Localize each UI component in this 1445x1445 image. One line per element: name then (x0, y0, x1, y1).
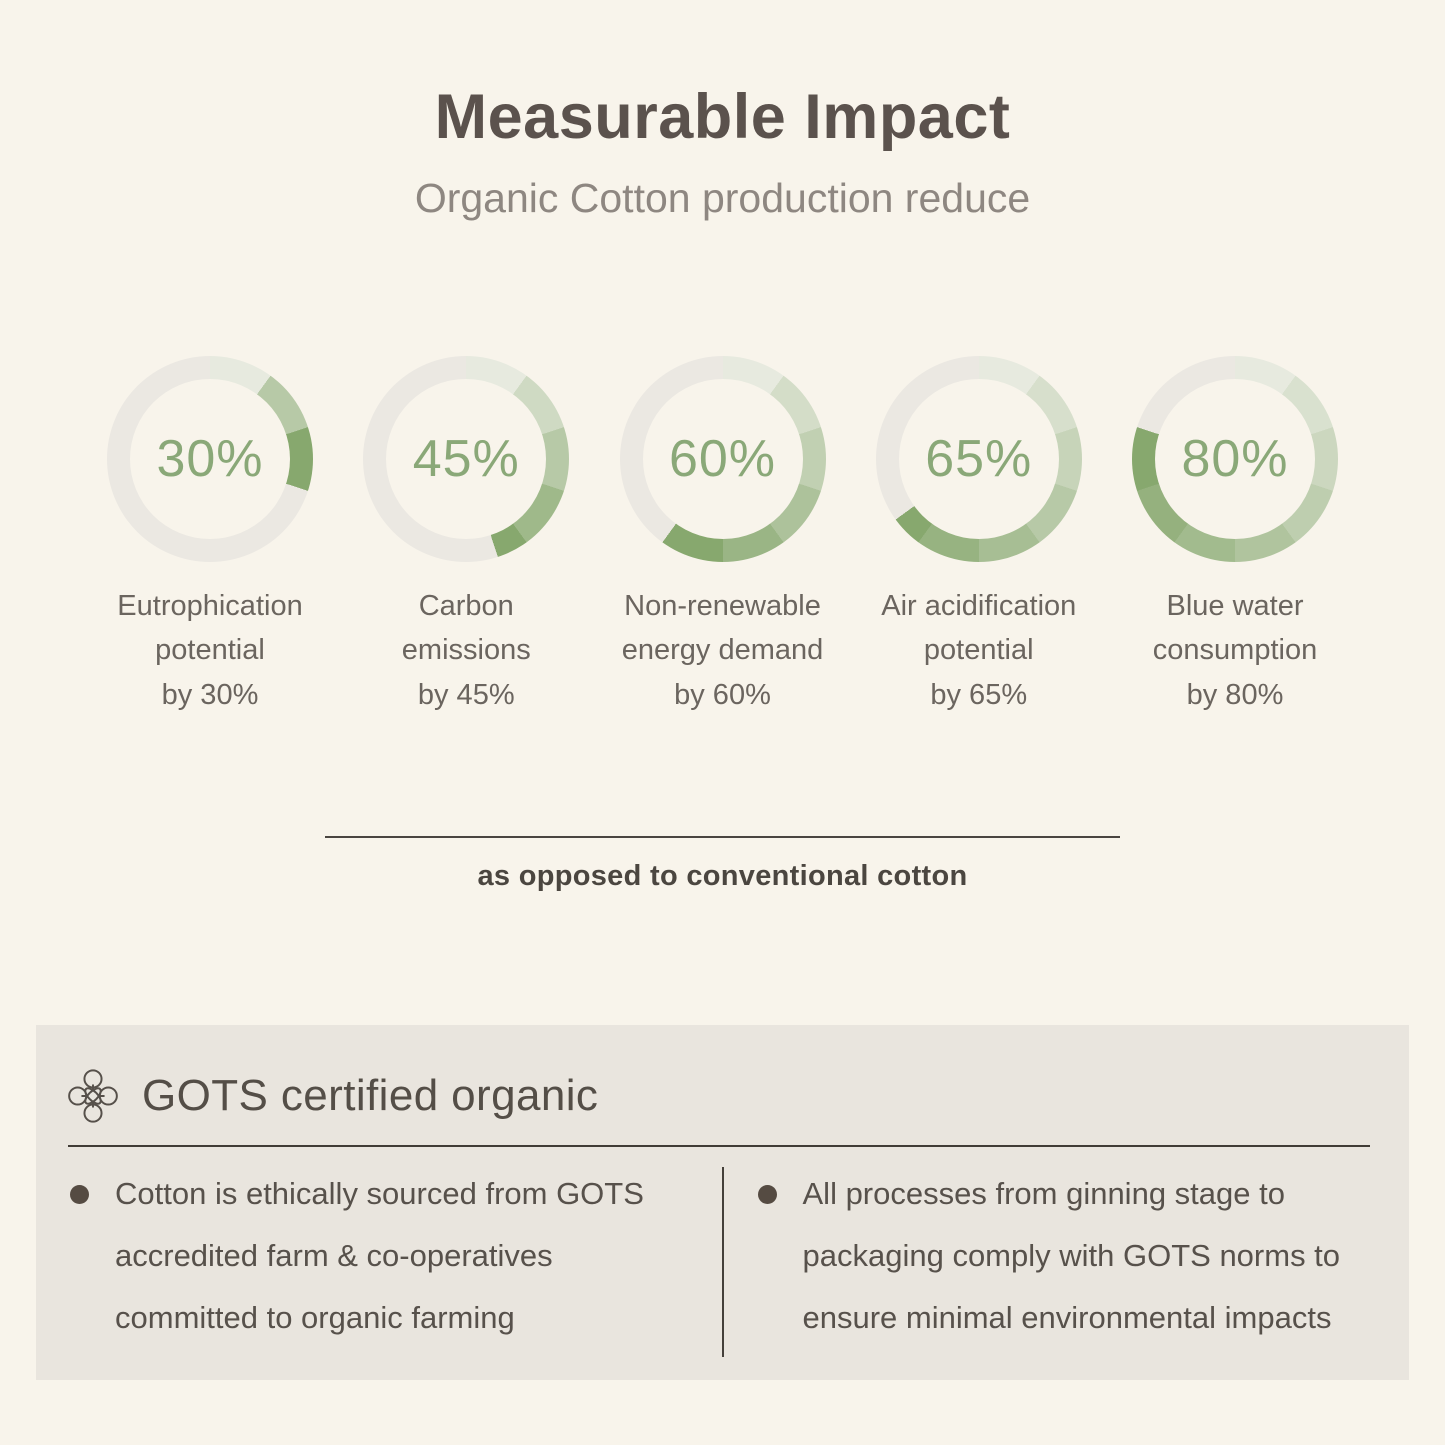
bullet-dot (757, 1185, 777, 1205)
header: Measurable Impact Organic Cotton product… (0, 0, 1445, 224)
gots-panel: GOTS certified organic Cotton is ethical… (36, 1025, 1410, 1381)
column-divider (721, 1167, 724, 1358)
donut-chart-energy-demand: 60% Non-renewable energy demand by 60% (595, 355, 851, 719)
donut: 65% (875, 355, 1082, 562)
caption-line: emissions (401, 634, 531, 667)
donut-hole: 60% (642, 378, 803, 539)
donut: 45% (363, 355, 570, 562)
bullet-line: committed to organic farming (115, 1300, 515, 1336)
bullet-line: ensure minimal environmental impacts (802, 1300, 1332, 1336)
donut: 60% (619, 355, 826, 562)
gots-header: GOTS certified organic (36, 1067, 1409, 1125)
caption-line: potential (923, 634, 1034, 667)
caption-line: Carbon (418, 589, 514, 622)
section-divider (325, 836, 1120, 839)
page-subtitle: Organic Cotton production reduce (414, 175, 1031, 222)
gots-heading: GOTS certified organic (142, 1071, 599, 1121)
caption-line: by 45% (417, 679, 515, 712)
donut-value: 80% (1181, 429, 1289, 488)
caption-line: potential (155, 634, 265, 667)
page-title: Measurable Impact (434, 82, 1011, 152)
donut-value: 65% (925, 429, 1033, 488)
donut-value: 30% (156, 429, 264, 488)
bullet-dot (70, 1185, 89, 1205)
caption-line: by 80% (1186, 679, 1284, 712)
caption-line: energy demand (621, 634, 824, 667)
donut-hole: 80% (1155, 378, 1315, 539)
celtic-knot-icon (68, 1069, 118, 1123)
donut-chart-air-acidification: 65% Air acidification potential by 65% (851, 355, 1107, 719)
chart-caption: Eutrophication potential by 30% (117, 584, 302, 719)
gots-bullet-processes: All processes from ginning stage to pack… (724, 1163, 1410, 1349)
chart-caption: Air acidification potential by 65% (881, 584, 1076, 719)
gots-bullet-sourcing: Cotton is ethically sourced from GOTS ac… (36, 1163, 722, 1349)
gots-columns: Cotton is ethically sourced from GOTS ac… (36, 1163, 1410, 1358)
bullet-text: Cotton is ethically sourced from GOTS ac… (115, 1163, 644, 1349)
bullet-line: accredited farm & co-operatives (115, 1238, 553, 1274)
bullet-line: packaging comply with GOTS norms to (802, 1238, 1341, 1274)
donut-chart-eutrophication: 30% Eutrophication potential by 30% (82, 355, 338, 719)
donut-value: 45% (412, 429, 520, 488)
caption-line: consumption (1152, 634, 1318, 667)
bullet-text: All processes from ginning stage to pack… (803, 1163, 1341, 1349)
caption-line: Blue water (1166, 589, 1304, 622)
bullet-line: All processes from ginning stage to (802, 1176, 1285, 1212)
chart-caption: Non-renewable energy demand by 60% (622, 584, 824, 719)
caption-line: by 65% (930, 679, 1028, 712)
footnote: as opposed to conventional cotton (477, 860, 968, 893)
donut-value: 60% (668, 429, 777, 488)
donut-chart-blue-water: 80% Blue water consumption by 80% (1107, 355, 1363, 719)
bullet-line: Cotton is ethically sourced from GOTS (115, 1176, 644, 1212)
caption-line: by 60% (674, 679, 771, 712)
donut-hole: 45% (386, 378, 547, 539)
donut: 30% (107, 355, 313, 562)
caption-line: by 30% (161, 679, 259, 712)
caption-line: Non-renewable (624, 589, 821, 622)
donut-chart-carbon-emissions: 45% Carbon emissions by 45% (338, 355, 594, 719)
chart-caption: Blue water consumption by 80% (1153, 584, 1317, 719)
donut-chart-row: 30% Eutrophication potential by 30% 45% … (0, 355, 1445, 719)
chart-caption: Carbon emissions by 45% (402, 584, 531, 719)
caption-line: Air acidification (881, 589, 1077, 622)
donut: 80% (1132, 355, 1338, 562)
caption-line: Eutrophication (117, 589, 303, 622)
gots-heading-rule (68, 1145, 1370, 1148)
donut-hole: 65% (898, 378, 1059, 539)
donut-hole: 30% (130, 378, 290, 539)
